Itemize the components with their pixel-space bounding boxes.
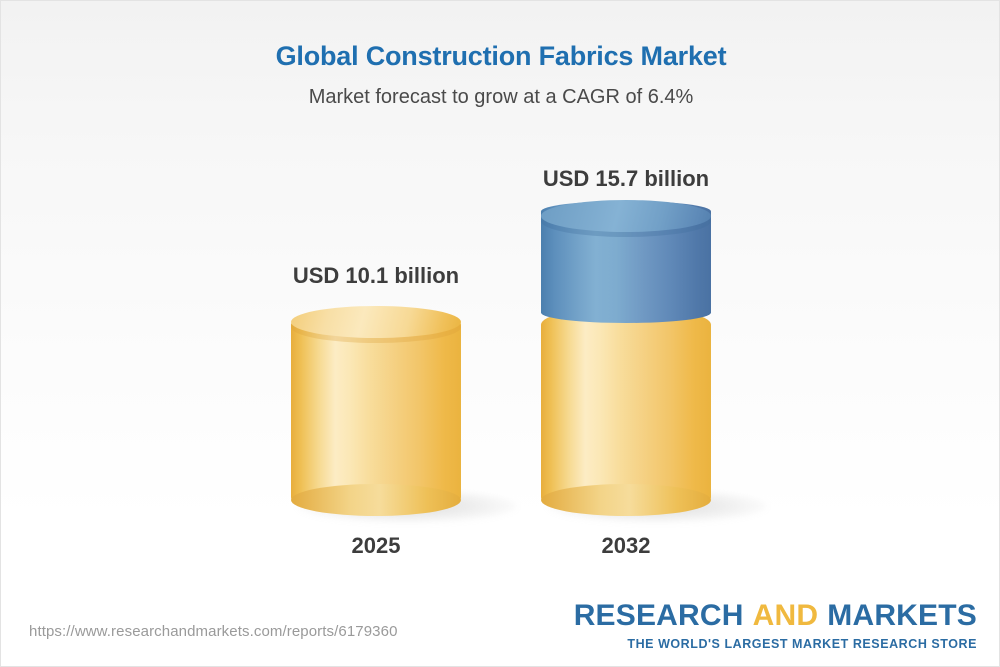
logo-word-markets: MARKETS: [827, 599, 977, 632]
bar-2032-top-cap: [541, 200, 711, 232]
bar-2025[interactable]: [291, 306, 461, 516]
report-url[interactable]: https://www.researchandmarkets.com/repor…: [29, 623, 398, 640]
bar-category-label-2032: 2032: [601, 533, 651, 558]
research-and-markets-logo[interactable]: RESEARCH AND MARKETS THE WORLD'S LARGEST M…: [574, 601, 977, 651]
bar-2025-top-cap: [291, 306, 461, 338]
logo-word-and: AND: [752, 599, 819, 632]
logo-word-research: RESEARCH: [573, 599, 744, 632]
page-subtitle: Market forecast to grow at a CAGR of 6.4…: [308, 86, 694, 108]
header: Global Construction Fabrics Market Marke…: [1, 1, 999, 109]
bar-category-label-2025: 2025: [351, 533, 401, 558]
bar-2025-body: [291, 307, 461, 515]
bar-value-label-2025: USD 10.1 billion: [292, 263, 460, 288]
bar-2032-base-segment[interactable]: [541, 307, 711, 516]
bar-2032-top-segment[interactable]: [541, 200, 711, 323]
bar-2032-base-body: [541, 307, 711, 515]
bar-value-label-2032: USD 15.7 billion: [542, 166, 710, 191]
page-title: Global Construction Fabrics Market: [275, 41, 727, 71]
logo-tagline: THE WORLD'S LARGEST MARKET RESEARCH STOR…: [627, 637, 977, 651]
bar-2025-bottom-cap: [291, 484, 461, 516]
logo-wordmark: RESEARCH AND MARKETS: [574, 601, 977, 631]
bar-2032-bottom-cap: [541, 484, 711, 516]
